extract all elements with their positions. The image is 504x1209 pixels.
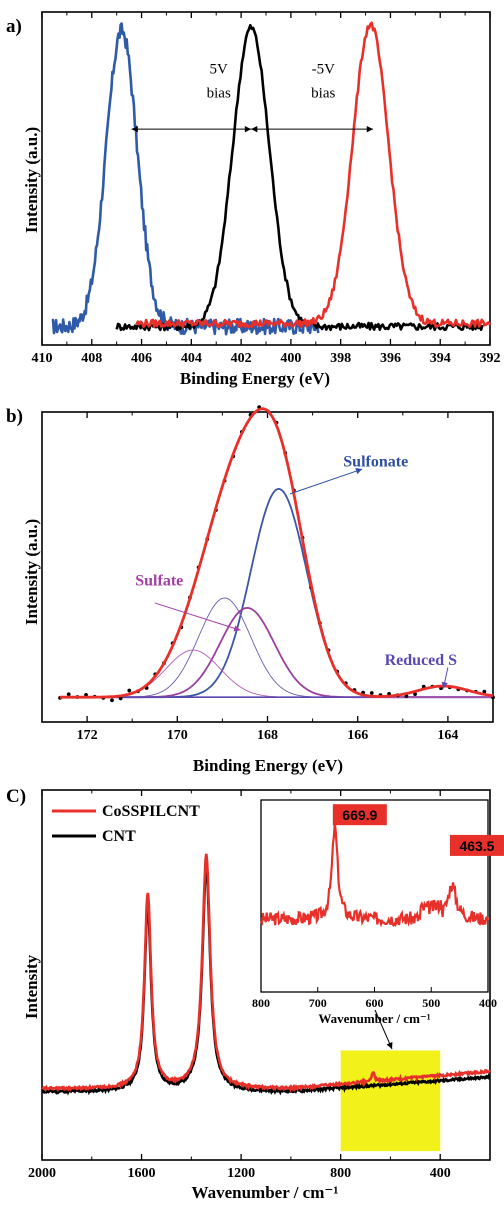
panel-a-y-axis-label: Intensity (a.u.) (22, 127, 41, 233)
panel-a-annotation-m5v: -5V (312, 62, 335, 78)
panel-b-plot-area: 172 170 168 166 164 Sulfonate Sulfate Reduced S (41, 405, 495, 743)
panel-c-inset-x-tick-label: 800 (252, 996, 270, 1010)
panel-b-envelope-curve (60, 407, 494, 699)
panel-b-x-tick-label: 164 (437, 728, 458, 743)
panel-a-series-line (115, 23, 484, 332)
panel-c-inset-x-axis-label: Wavenumber / cm⁻¹ (318, 1011, 430, 1026)
panel-c-x-tick-label: 1600 (128, 1166, 156, 1181)
panel-a-xps-bias: a) 410 408 406 404 402 400 398 396 394 392 5V bias -… (6, 11, 501, 388)
panel-c-inset-arrow-head (386, 1042, 393, 1049)
panel-b-data-point (110, 698, 114, 703)
panel-c-x-tick-label: 800 (330, 1166, 351, 1181)
panel-c-inset-frame (260, 799, 489, 993)
panel-a-x-tick-label: 402 (231, 351, 252, 366)
panel-a-x-tick-label: 398 (330, 351, 351, 366)
panel-b-data-point (127, 688, 132, 693)
panel-c-x-tick-label: 2000 (28, 1166, 56, 1181)
panel-c-inset-x-tick-label: 400 (479, 996, 497, 1010)
panel-b-x-tick-label: 166 (347, 728, 368, 743)
panel-b-label: b) (6, 406, 23, 427)
panel-c-inset-x-tick-label: 700 (309, 996, 327, 1010)
panel-a-frame (41, 11, 491, 346)
panel-c-x-tick-label: 400 (430, 1166, 451, 1181)
panel-b-annotation-arrow (289, 468, 363, 495)
panel-c-inset-peak-box (449, 834, 504, 856)
panel-c-series-line (41, 853, 491, 1093)
panel-a-arrow-head (244, 125, 252, 133)
panel-b-x-axis-label: Binding Energy (eV) (193, 756, 343, 775)
panel-b-data-point (66, 692, 71, 697)
panel-b-annotation-arrow (154, 602, 241, 631)
panel-a-x-tick-label: 406 (131, 351, 152, 366)
panel-b-data-point (84, 692, 88, 697)
panel-a-annotation-5v: bias (207, 86, 231, 102)
panel-c-inset-x-tick-label: 500 (422, 996, 440, 1010)
panel-c-inset-peak-label: 669.9 (342, 807, 377, 823)
panel-c-raman: C) 2000 1600 1200 800 400 CoSSPILCNT CNT 800 700… (6, 786, 504, 1202)
panel-b-arrow-head (233, 625, 241, 632)
panel-c-label: C) (6, 786, 26, 807)
panel-b-annotation-reducedS: Reduced S (385, 652, 458, 669)
panel-c-frame (41, 789, 491, 1161)
panel-c-legend-label: CNT (102, 828, 136, 845)
panel-a-arrow-head (131, 125, 138, 133)
panel-a-x-tick-label: 410 (32, 351, 53, 366)
panel-c-x-axis-label: Wavenumber / cm⁻¹ (192, 1183, 339, 1202)
panel-a-label: a) (6, 16, 22, 37)
panel-b-frame (41, 411, 494, 723)
panel-c-inset-arrow (374, 1009, 393, 1050)
panel-a-x-tick-label: 408 (81, 351, 102, 366)
panel-a-x-tick-label: 400 (280, 351, 301, 366)
panel-c-inset-line (260, 822, 490, 928)
panel-b-x-tick-label: 170 (167, 728, 188, 743)
panel-a-annotation-m5v: bias (311, 86, 335, 102)
panel-c-legend-label: CoSSPILCNT (102, 803, 200, 820)
panel-a-arrow-head (366, 125, 374, 133)
panel-c-x-tick-label: 1200 (227, 1166, 255, 1181)
panel-b-data-point (118, 696, 123, 701)
panel-b-data-point (369, 691, 374, 695)
panel-b-data-point (482, 689, 487, 694)
panel-c-inset-peak-label: 463.5 (459, 838, 494, 854)
panel-b-data-point (413, 692, 417, 697)
panel-a-series-line (135, 21, 492, 329)
panel-c-plot-area: 2000 1600 1200 800 400 CoSSPILCNT CNT 800 700 600… (28, 789, 504, 1181)
panel-a-series-line (51, 22, 320, 336)
panel-a-x-tick-label: 392 (480, 351, 501, 366)
panel-a-plot-area: 410 408 406 404 402 400 398 396 394 392 5V bias -5V b… (32, 11, 501, 366)
panel-b-arrow-head (441, 681, 448, 689)
panel-c-series-line (41, 865, 491, 1096)
panel-c-y-axis-label: Intensity (22, 954, 41, 1019)
panel-b-annotation-sulfonate: Sulfonate (343, 454, 408, 471)
panel-b-x-tick-label: 168 (257, 728, 278, 743)
panel-a-x-tick-label: 404 (181, 351, 202, 366)
panel-b-x-tick-label: 172 (77, 728, 98, 743)
panel-a-arrow-head (251, 125, 258, 133)
panel-c-inset-x-tick-label: 600 (366, 996, 384, 1010)
panel-c-inset-peak-box (332, 804, 387, 826)
panel-b-y-axis-label: Intensity (a.u.) (22, 519, 41, 625)
panel-a-x-tick-label: 396 (380, 351, 401, 366)
panel-b-xps-sulfur: b) 172 170 168 166 164 Sulfonate Sulfate Reduce… (6, 405, 495, 775)
panel-a-x-axis-label: Binding Energy (eV) (180, 369, 330, 388)
panel-a-x-tick-label: 394 (430, 351, 451, 366)
panel-b-annotation-sulfate: Sulfate (135, 573, 183, 590)
panel-b-arrow-head (355, 468, 363, 475)
panel-c-highlight-region (340, 1050, 441, 1152)
panel-a-annotation-5v: 5V (210, 62, 229, 78)
panel-b-data-point (404, 694, 409, 699)
